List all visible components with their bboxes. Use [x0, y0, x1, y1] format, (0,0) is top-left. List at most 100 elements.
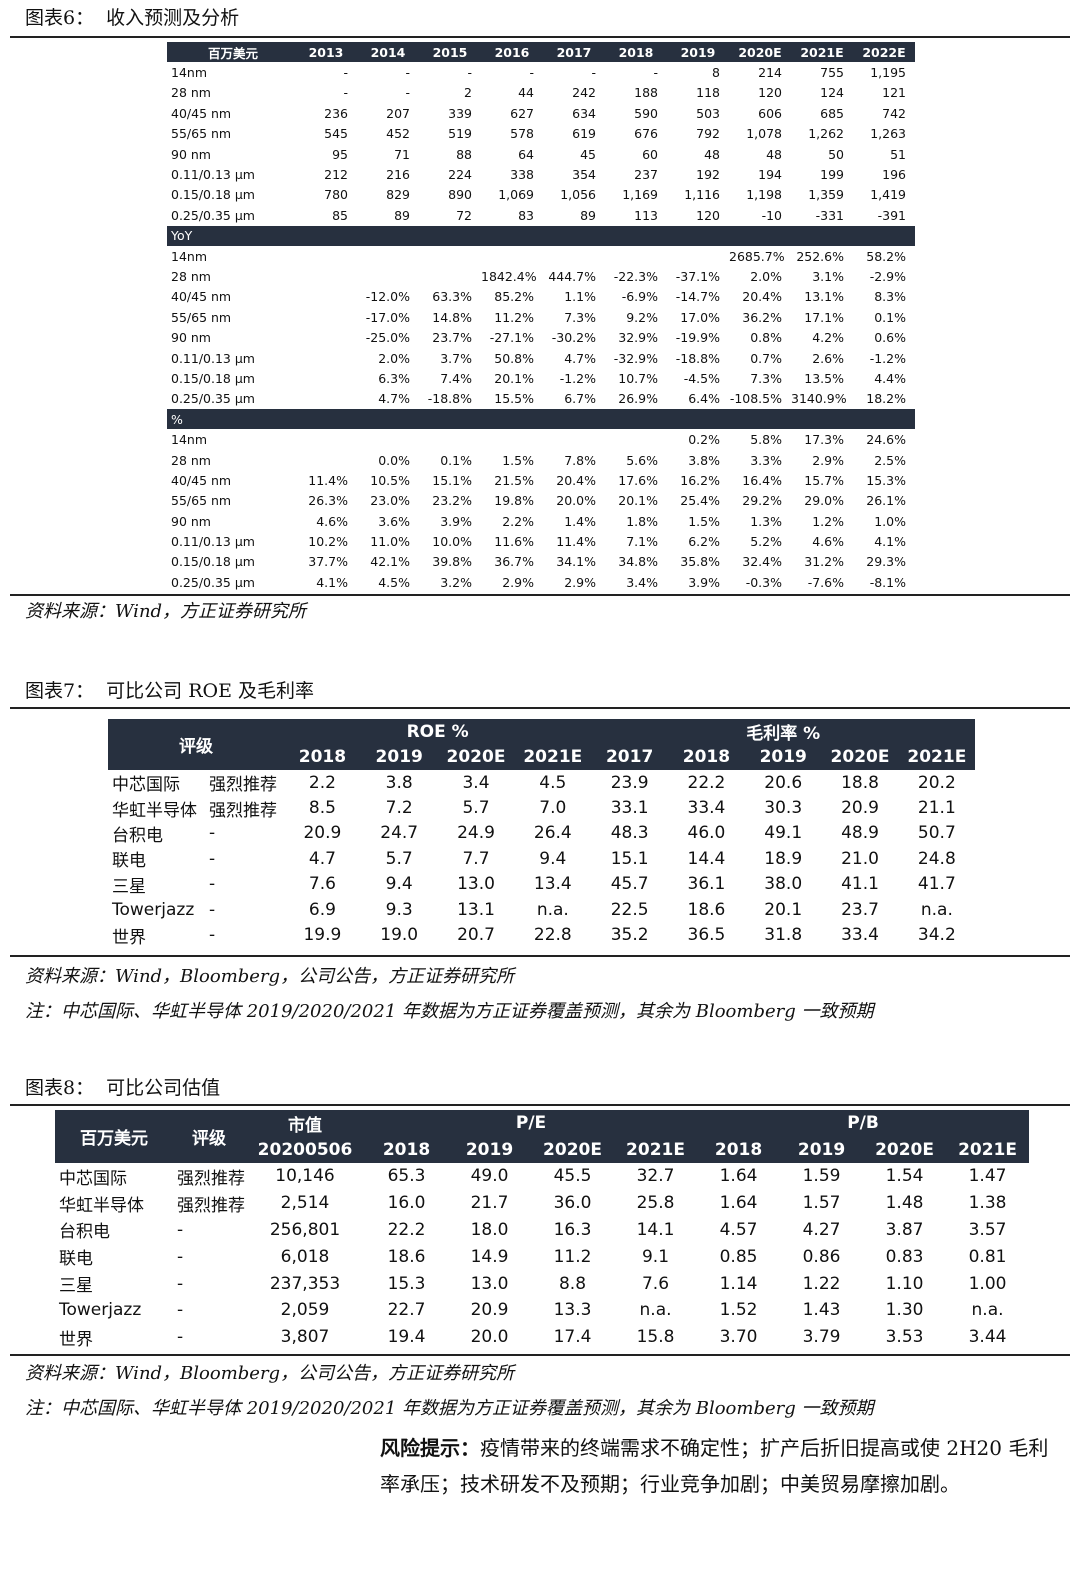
cell: 113: [634, 207, 658, 223]
cell: -1.2%: [559, 370, 596, 386]
rule: [10, 1104, 1070, 1106]
cell: 124: [820, 85, 844, 101]
cell: 1.30: [885, 1300, 924, 1321]
cell: 三星: [112, 876, 146, 897]
cell: 2: [464, 85, 472, 101]
cell: 121: [882, 85, 906, 101]
cell: 32.4%: [742, 554, 782, 570]
cell: 6.4%: [688, 391, 720, 407]
cell: 21.0: [841, 848, 879, 869]
cell: 2.0%: [750, 268, 782, 284]
cell: %: [167, 409, 915, 430]
cell: 1.57: [802, 1193, 841, 1214]
cell: 42.1%: [370, 554, 410, 570]
cell: 578: [510, 126, 534, 142]
header-row: 评级 ROE % 毛利率 %: [108, 719, 976, 770]
cell: 10.5%: [370, 472, 410, 488]
cell: ROE %: [284, 719, 592, 745]
cell: [295, 368, 357, 388]
cell: 224: [448, 167, 472, 183]
cell: -: [343, 85, 348, 101]
cell: n.a.: [920, 899, 953, 920]
cell: 1,195: [870, 65, 906, 81]
row: 0.11/0.13 μm 10.2% 11.0% 10.0% 11.6% 11.4% 7.1…: [167, 531, 915, 551]
cell: 36.5: [687, 925, 726, 946]
cell: 2.9%: [812, 452, 844, 468]
cell: [667, 246, 729, 266]
cell: 237,353: [269, 1273, 341, 1294]
cell: 685: [820, 105, 844, 121]
cell: 24.7: [380, 823, 419, 844]
cell: 0.83: [885, 1246, 924, 1267]
cell: 216: [386, 167, 410, 183]
cell: 2013: [295, 42, 357, 63]
cell: 13.0: [457, 874, 495, 895]
cell: 中芯国际: [112, 775, 180, 796]
row: 28 nm 1842.4% 444.7% -22.3% -37.1% 2.0% 3.1% -2…: [167, 266, 915, 286]
cell: 13.4: [533, 874, 572, 895]
cell: 46.0: [687, 823, 726, 844]
cell: 7.4%: [440, 370, 472, 386]
cell: 13.5%: [804, 370, 844, 386]
cell: 评级: [173, 1110, 245, 1163]
cell: -1.2%: [869, 350, 906, 366]
cell: -: [209, 925, 216, 946]
cell: 20200506: [245, 1136, 365, 1163]
section-row: YoY: [167, 225, 915, 246]
cell: 120: [758, 85, 782, 101]
cell: 17.6%: [618, 472, 658, 488]
cell: 29.2%: [742, 493, 782, 509]
cell: 55/65 nm: [171, 126, 232, 142]
cell: 634: [572, 105, 596, 121]
cell: 2019: [448, 1136, 531, 1163]
cell: 619: [572, 126, 596, 142]
cell: 1.43: [802, 1300, 841, 1321]
row: 0.11/0.13 μm 212 216 224 338 354 237 192 194 199 1…: [167, 164, 915, 184]
cell: 0.1%: [440, 452, 472, 468]
cell: 89: [580, 207, 596, 223]
cell: 1.52: [719, 1300, 758, 1321]
cell: 0.15/0.18 μm: [171, 370, 255, 386]
note: 注：中芯国际、华虹半导体 2019/2020/2021 年数据为方正证券覆盖预测…: [25, 1001, 874, 1022]
cell: 5.2%: [750, 534, 782, 550]
cell: 23.9: [610, 772, 649, 793]
cell: 8.3%: [874, 289, 906, 305]
cell: 21.7: [470, 1193, 509, 1214]
cell: 三星: [59, 1276, 93, 1297]
cell: 4.7: [308, 848, 336, 869]
rule: [10, 594, 1070, 596]
cell: 0.25/0.35 μm: [171, 574, 255, 590]
cell: 0.2%: [688, 432, 720, 448]
cell: 15.1%: [432, 472, 472, 488]
cell: 34.8%: [618, 554, 658, 570]
cell: 10.0%: [432, 534, 472, 550]
cell: 9.4: [385, 874, 413, 895]
cell: -: [209, 874, 216, 895]
cell: 39.8%: [432, 554, 472, 570]
cell: 1.8%: [626, 513, 658, 529]
cell: 90 nm: [171, 513, 211, 529]
row: 联电 - 6,018 18.6 14.9 11.2 9.1 0.85 0.86 0.83 0.81: [55, 1243, 1029, 1270]
cell: 627: [510, 105, 534, 121]
cell: Towerjazz: [112, 899, 195, 920]
cell: 2.2: [308, 772, 336, 793]
cell: -6.9%: [621, 289, 658, 305]
cell: -22.3%: [613, 268, 658, 284]
cell: 742: [882, 105, 906, 121]
cell: [419, 266, 481, 286]
cell: 22.5: [610, 899, 649, 920]
row: 世界 - 3,807 19.4 20.0 17.4 15.8 3.70 3.79 3.53 3.44: [55, 1324, 1029, 1351]
cell: -37.1%: [675, 268, 720, 284]
cell: 9.3: [385, 899, 413, 920]
cell: -: [177, 1246, 184, 1267]
cell: 2.2%: [502, 513, 534, 529]
cell: 14.1: [636, 1219, 675, 1240]
cell: 14nm: [171, 248, 208, 264]
table: 评级 ROE % 毛利率 % 2018 2019 2020E 2021E 2017 2018 20…: [108, 719, 976, 948]
cell: -: [343, 65, 348, 81]
cell: [295, 246, 357, 266]
row: 联电 - 4.7 5.7 7.7 9.4 15.1 14.4 18.9 21.0 24.8: [108, 846, 975, 872]
cell: 51: [890, 146, 906, 162]
cell: 4.1%: [316, 574, 348, 590]
cell: 9.1: [641, 1246, 670, 1267]
